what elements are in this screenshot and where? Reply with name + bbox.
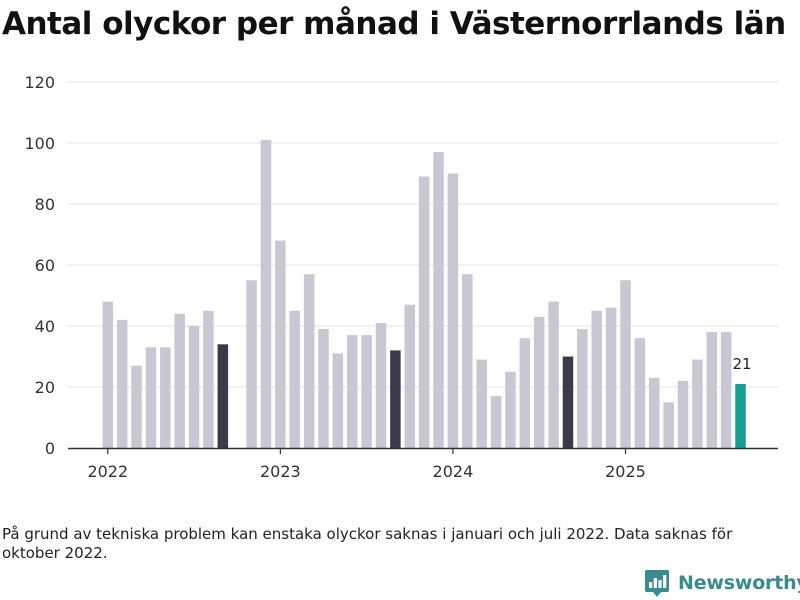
bar xyxy=(548,301,559,448)
bar xyxy=(490,396,502,448)
bar xyxy=(620,280,631,448)
bar xyxy=(116,319,128,448)
brand-name: Newsworthy xyxy=(678,572,800,594)
brand: Newsworthy xyxy=(644,568,800,598)
bar xyxy=(246,280,257,448)
bar xyxy=(390,350,401,448)
bar xyxy=(519,338,531,448)
x-tick-label: 2023 xyxy=(260,462,301,481)
bar xyxy=(260,139,272,448)
bar xyxy=(217,344,229,448)
y-tick-label: 100 xyxy=(24,134,55,153)
footnote: På grund av tekniska problem kan enstaka… xyxy=(2,525,733,562)
x-tick-label: 2024 xyxy=(433,462,474,481)
bar xyxy=(318,329,329,448)
bar xyxy=(347,335,358,448)
bar xyxy=(462,274,473,448)
bar xyxy=(145,347,157,448)
bar xyxy=(720,332,732,448)
bar xyxy=(533,316,545,448)
y-tick-label: 60 xyxy=(35,256,55,275)
bar xyxy=(663,402,674,448)
annotations: 21 xyxy=(731,353,754,375)
bar xyxy=(418,176,430,449)
bar xyxy=(562,356,574,448)
bar xyxy=(591,310,602,448)
data-label-latest: 21 xyxy=(733,355,752,373)
bar xyxy=(375,322,387,448)
bar xyxy=(605,307,617,448)
newsworthy-logo-icon xyxy=(645,570,669,597)
bar xyxy=(648,377,660,448)
x-tick-label: 2022 xyxy=(87,462,128,481)
bar xyxy=(677,380,689,448)
bar xyxy=(404,304,416,448)
bar xyxy=(361,335,372,448)
bar xyxy=(102,301,114,448)
bar xyxy=(203,310,214,448)
bar xyxy=(476,359,487,448)
bar xyxy=(706,332,718,448)
bar xyxy=(174,313,185,448)
y-tick-label: 20 xyxy=(35,378,55,397)
bar xyxy=(447,173,459,448)
bar-chart: 0 20 40 60 80 100 120 2022 2023 2024 2025 21 xyxy=(24,73,778,481)
y-tick-label: 80 xyxy=(35,195,55,214)
bar xyxy=(332,353,344,448)
bar xyxy=(634,338,646,448)
bar xyxy=(188,326,200,448)
y-tick-label: 40 xyxy=(35,317,55,336)
bar xyxy=(303,274,315,448)
bar xyxy=(160,347,171,448)
x-axis: 2022 2023 2024 2025 xyxy=(68,447,778,481)
y-tick-label: 120 xyxy=(24,73,55,92)
bar xyxy=(505,371,516,448)
y-axis-ticks: 0 20 40 60 80 100 120 xyxy=(24,73,55,458)
bar xyxy=(577,329,588,448)
x-tick-label: 2025 xyxy=(605,462,646,481)
bar xyxy=(275,240,286,448)
bar xyxy=(289,310,300,448)
bars xyxy=(102,139,746,449)
bar xyxy=(735,383,746,448)
bar xyxy=(131,365,142,448)
y-tick-label: 0 xyxy=(45,439,55,458)
bar xyxy=(692,359,703,448)
bar xyxy=(433,152,444,448)
chart-title: Antal olyckor per månad i Västernorrland… xyxy=(2,6,786,42)
